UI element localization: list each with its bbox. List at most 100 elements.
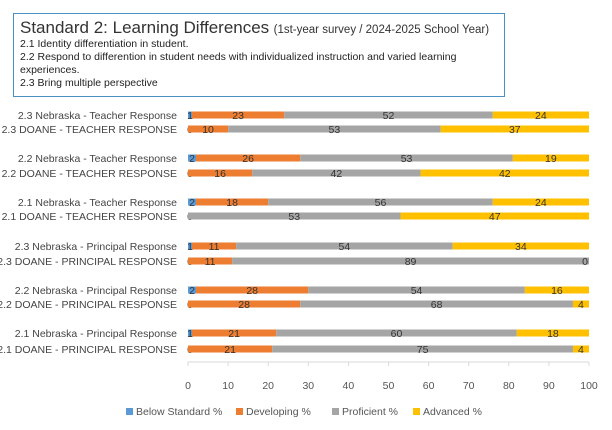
bar-segment-s1-r3 [188,169,253,177]
data-label-s1-r0: 23 [232,110,244,122]
bar-segment-s1-r1 [188,125,229,133]
x-tick-label-8: 80 [503,380,515,392]
bar-segment-s3-r8 [524,286,589,294]
data-label-s3-r9: 4 [578,299,584,311]
category-label-7: 2.3 DOANE - PRINCIPAL RESPONSE [0,256,177,268]
data-label-s2-r0: 52 [383,110,395,122]
data-label-s2-r5: 53 [288,211,300,223]
data-label-s3-r10: 18 [547,328,559,340]
bar-segment-s1-r0 [192,111,285,119]
legend-label-1: Developing % [246,406,311,418]
data-label-s1-r2: 26 [242,153,254,165]
data-label-s1-r8: 28 [246,285,258,297]
bar-segment-s3-r11 [572,345,589,353]
bar-segment-s3-r0 [492,111,589,119]
data-label-s3-r8: 16 [551,285,563,297]
data-label-s2-r11: 75 [417,344,429,356]
data-label-s1-r6: 11 [209,241,220,253]
bar-segment-s3-r4 [492,198,589,206]
data-label-s0-r8: 2 [189,285,195,297]
bar-segment-s2-r7 [232,257,590,265]
data-label-s3-r7: 0 [582,256,588,268]
note-2-1: 2.1 Identity differentiation in student. [20,38,189,50]
bar-segment-s2-r2 [300,154,513,162]
data-label-s3-r3: 42 [499,168,511,180]
bar-segment-s0-r4 [188,198,197,206]
legend-swatch-3 [413,408,420,415]
legend-swatch-2 [332,408,339,415]
category-label-1: 2.3 DOANE - TEACHER RESPONSE [2,124,177,136]
bar-segment-s2-r4 [268,198,493,206]
data-label-s2-r7: 89 [405,256,417,268]
x-tick-label-9: 90 [543,380,555,392]
bar-segment-s0-r2 [188,154,197,162]
data-label-s1-r1: 10 [202,124,214,136]
bar-segment-s0-r0 [188,111,193,119]
x-tick-label-3: 30 [302,380,314,392]
data-label-s3-r5: 47 [489,211,501,223]
data-label-s0-r6: 1 [187,241,193,253]
data-label-s1-r7: 11 [205,256,216,268]
x-tick-label-6: 60 [423,380,435,392]
bar-segment-s2-r5 [188,212,401,220]
data-label-s2-r8: 54 [411,285,423,297]
data-label-s2-r2: 53 [401,153,413,165]
bar-segment-s3-r1 [440,125,589,133]
data-label-s3-r4: 24 [535,197,547,209]
data-label-s3-r11: 4 [578,344,584,356]
data-label-s1-r11: 21 [224,344,236,356]
bar-segment-s1-r6 [192,242,237,250]
x-tick-label-4: 40 [343,380,355,392]
bar-segment-s3-r5 [400,212,589,220]
bar-segment-s1-r10 [192,329,277,337]
bar-segment-s1-r7 [188,257,233,265]
x-tick-label-10: 100 [580,380,598,392]
bar-segment-s1-r11 [188,345,273,353]
x-tick-label-1: 10 [222,380,234,392]
bar-segment-s3-r3 [420,169,589,177]
bar-segment-s2-r1 [228,125,441,133]
category-label-8: 2.2 Nebraska - Principal Response [15,285,177,297]
bar-segment-s2-r8 [308,286,525,294]
data-label-s3-r0: 24 [535,110,547,122]
data-label-s2-r9: 68 [431,299,443,311]
chart-title-line: Standard 2: Learning Differences (1st-ye… [20,18,498,38]
x-tick-label-7: 70 [463,380,475,392]
data-label-s0-r10: 1 [187,328,193,340]
bar-segment-s0-r8 [188,286,197,294]
data-label-s1-r4: 18 [226,197,238,209]
legend-label-3: Advanced % [423,406,482,418]
category-label-10: 2.1 Nebraska - Principal Response [15,328,177,340]
category-label-5: 2.1 DOANE - TEACHER RESPONSE [2,211,177,223]
data-label-s3-r6: 34 [515,241,527,253]
category-label-0: 2.3 Nebraska - Teacher Response [18,110,177,122]
legend-swatch-0 [126,408,133,415]
bar-segment-s2-r10 [276,329,517,337]
legend-swatch-1 [236,408,243,415]
category-label-2: 2.2 Nebraska - Teacher Response [18,153,177,165]
data-label-s2-r1: 53 [329,124,341,136]
bar-segment-s3-r6 [452,242,589,250]
chart-subtitle: (1st-year survey / 2024-2025 School Year… [273,24,490,36]
bar-segment-s1-r2 [196,154,301,162]
data-label-s3-r2: 19 [545,153,557,165]
bar-segment-s3-r10 [516,329,589,337]
x-tick-label-2: 20 [262,380,274,392]
bar-segment-s1-r9 [188,300,301,308]
data-label-s2-r10: 60 [391,328,403,340]
bar-segment-s3-r2 [512,154,589,162]
legend-label-2: Proficient % [342,406,398,418]
data-label-s2-r6: 54 [339,241,351,253]
data-label-s0-r4: 2 [189,197,195,209]
bar-segment-s2-r6 [236,242,453,250]
data-label-s0-r2: 2 [189,153,195,165]
bar-segment-s0-r6 [188,242,193,250]
bar-segment-s2-r11 [272,345,573,353]
category-label-11: 2.1 DOANE - PRINCIPAL RESPONSE [0,344,177,356]
chart-title-box: Standard 2: Learning Differences (1st-ye… [13,13,505,97]
x-tick-label-0: 0 [185,380,191,392]
data-label-s1-r3: 16 [214,168,226,180]
bar-segment-s1-r4 [196,198,269,206]
data-label-s0-r0: 1 [187,110,193,122]
